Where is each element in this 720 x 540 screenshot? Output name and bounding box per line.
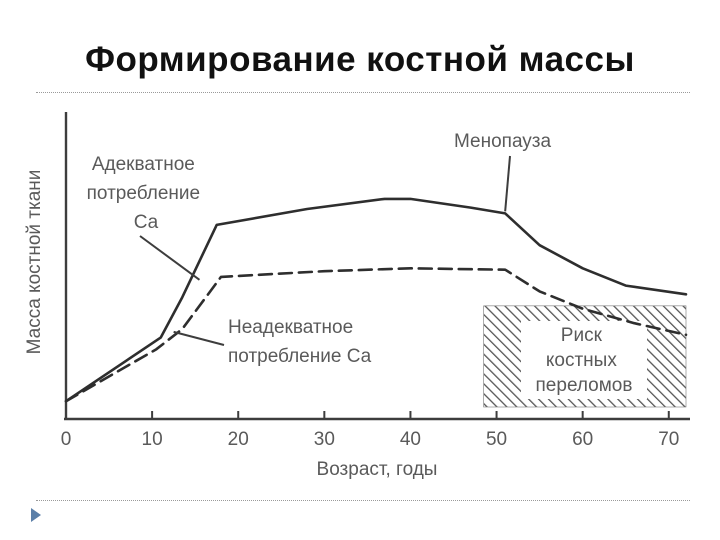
title-divider xyxy=(36,92,690,93)
x-axis-label: Возраст, годы xyxy=(317,459,438,480)
fracture-risk-label-box xyxy=(521,321,647,399)
annotation-inadequate-line-2: потребление Са xyxy=(228,346,372,367)
series-line-inadequate xyxy=(64,267,688,403)
annotation-fracture-risk-line-1: Риск xyxy=(561,325,603,346)
x-tick-label: 60 xyxy=(572,429,593,450)
annotation-fracture-risk: Риск костных переломов xyxy=(536,325,633,396)
x-tick-label: 10 xyxy=(142,429,163,450)
bullet-arrow-icon xyxy=(31,508,41,522)
risk-zone xyxy=(483,305,687,408)
annotation-adequate-line-3: Са xyxy=(134,212,159,233)
annotation-adequate: Адекватное потребление Са xyxy=(87,154,206,233)
annotation-fracture-risk-line-3: переломов xyxy=(536,375,633,396)
footer-divider xyxy=(36,500,690,501)
x-tick-label: 50 xyxy=(486,429,507,450)
annotation-adequate-line-2: потребление xyxy=(87,183,200,204)
axes xyxy=(64,112,690,421)
annotation-menopause: Менопауза xyxy=(454,131,552,152)
leader-inadequate xyxy=(173,330,225,346)
annotation-inadequate-line-1: Неадекватное xyxy=(228,317,353,338)
x-tick-label: 20 xyxy=(228,429,249,450)
x-tick-label: 0 xyxy=(61,429,72,450)
y-axis-label: Масса костной ткани xyxy=(24,170,45,355)
annotation-leaders xyxy=(139,155,511,346)
leader-adequate xyxy=(139,235,201,281)
x-tick-label: 70 xyxy=(658,429,679,450)
annotation-adequate-line-1: Адекватное xyxy=(92,154,195,175)
x-tick-label: 30 xyxy=(314,429,335,450)
series-lines xyxy=(64,197,688,403)
x-ticks: 0 10 20 30 40 50 60 70 xyxy=(61,411,679,450)
x-tick-label: 40 xyxy=(400,429,421,450)
annotation-inadequate: Неадекватное потребление Са xyxy=(228,317,372,367)
leader-menopause xyxy=(504,155,511,212)
slide-title: Формирование костной массы xyxy=(85,40,635,79)
series-line-adequate xyxy=(64,197,688,403)
annotation-fracture-risk-line-2: костных xyxy=(546,350,617,371)
